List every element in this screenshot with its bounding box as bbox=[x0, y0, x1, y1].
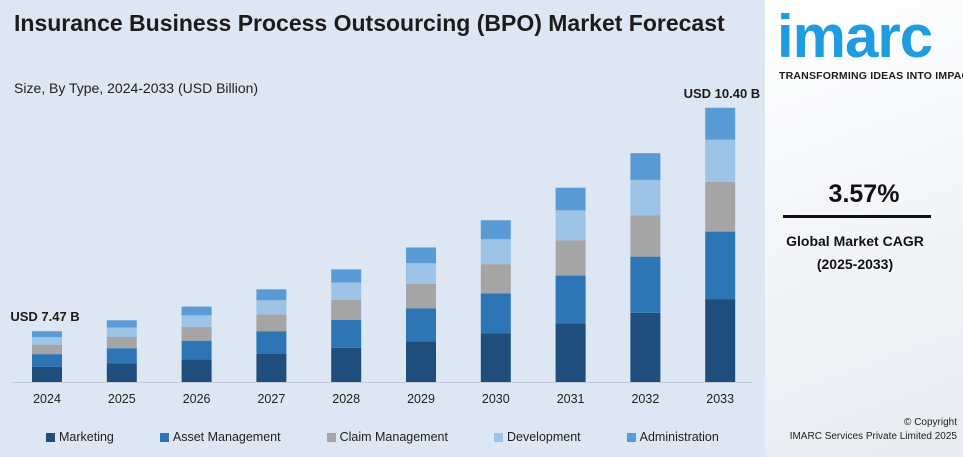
value-annotation: USD 7.47 B bbox=[10, 309, 79, 324]
legend-item: Claim Management bbox=[326, 430, 448, 444]
x-tick-label: 2024 bbox=[33, 392, 61, 406]
cagr-label: Global Market CAGR (2025-2033) bbox=[765, 230, 945, 276]
legend-label: Claim Management bbox=[339, 430, 448, 444]
legend-label: Asset Management bbox=[172, 430, 281, 444]
bar-segment bbox=[181, 340, 212, 360]
bar-segment bbox=[32, 366, 62, 382]
chart-legend: Marketing Asset Management Claim Managemen… bbox=[46, 430, 765, 444]
bar-segment bbox=[32, 344, 62, 355]
x-tick-label: 2031 bbox=[557, 392, 585, 406]
brand-panel: imarc TRANSFORMING IDEAS INTO IMPACT 3.5… bbox=[765, 0, 963, 457]
bar-segment bbox=[480, 220, 511, 240]
legend-swatch bbox=[626, 432, 636, 442]
bar-segment bbox=[630, 179, 661, 216]
cagr-value: 3.57% bbox=[828, 180, 900, 208]
bar-segment bbox=[32, 331, 62, 338]
bar-segment bbox=[331, 269, 362, 283]
bar-segment bbox=[705, 299, 736, 382]
bar-segment bbox=[106, 327, 137, 338]
value-annotation: USD 10.40 B bbox=[684, 86, 761, 101]
cagr-label-line-1: Global Market CAGR bbox=[786, 233, 924, 249]
x-tick-label: 2029 bbox=[407, 392, 435, 406]
bar-segment bbox=[555, 187, 586, 211]
copyright: © Copyright IMARC Services Private Limit… bbox=[765, 416, 957, 444]
bar-segment bbox=[406, 341, 436, 382]
bar-segment bbox=[106, 320, 137, 328]
bar-segment bbox=[630, 215, 661, 257]
legend-swatch bbox=[493, 432, 503, 442]
chart-title: Insurance Business Process Outsourcing (… bbox=[14, 10, 725, 36]
cagr-divider bbox=[783, 215, 931, 218]
x-tick-label: 2025 bbox=[108, 392, 136, 406]
x-tick-label: 2032 bbox=[631, 392, 659, 406]
bar-segment bbox=[480, 333, 511, 382]
bar-segment bbox=[555, 210, 586, 241]
bar-segment bbox=[630, 153, 661, 180]
bar-segment bbox=[256, 353, 287, 382]
x-tick-label: 2030 bbox=[482, 392, 510, 406]
bar-segment bbox=[181, 326, 212, 341]
bar-segment bbox=[555, 275, 586, 324]
legend-item: Administration bbox=[626, 430, 719, 444]
bar-segment bbox=[181, 359, 212, 382]
bar-segment bbox=[256, 331, 287, 354]
x-tick-label: 2033 bbox=[706, 392, 734, 406]
bar-segment bbox=[32, 337, 62, 345]
bar-segment bbox=[406, 283, 436, 309]
bar-segment bbox=[331, 282, 362, 300]
bar-segment bbox=[480, 239, 511, 265]
bar-segment bbox=[630, 256, 661, 313]
legend-item: Asset Management bbox=[159, 430, 281, 444]
bar-segment bbox=[106, 337, 137, 349]
bar-segment bbox=[32, 354, 62, 367]
legend-swatch bbox=[46, 432, 55, 442]
bar-chart: 2024 2025 2026 2027 2028 2029 2030 2031 2032 2033… bbox=[10, 86, 761, 406]
chart-subtitle: Size, By Type, 2024-2033 (USD Billion) bbox=[14, 80, 259, 96]
legend-item: Development bbox=[493, 430, 581, 444]
legend-item: Marketing bbox=[46, 430, 114, 444]
bar-segment bbox=[331, 347, 362, 382]
cagr-label-line-2: (2025-2033) bbox=[816, 256, 894, 272]
x-tick-label: 2026 bbox=[183, 392, 211, 406]
legend-label: Administration bbox=[639, 430, 719, 444]
bar-segment bbox=[555, 240, 586, 276]
legend-label: Marketing bbox=[59, 430, 114, 444]
bar-segment bbox=[555, 323, 586, 382]
bar-segment bbox=[256, 300, 287, 315]
legend-label: Development bbox=[506, 430, 581, 444]
bar-segment bbox=[705, 139, 736, 182]
legend-swatch bbox=[326, 432, 336, 442]
bar-segment bbox=[331, 299, 362, 321]
bar-segment bbox=[705, 231, 736, 300]
chart-panel: Insurance Business Process Outsourcing (… bbox=[0, 0, 765, 457]
bar-segment bbox=[256, 289, 287, 301]
bar-segment bbox=[106, 348, 137, 364]
bar-segment bbox=[181, 306, 212, 316]
bar-segment bbox=[106, 363, 137, 382]
bar-segment bbox=[630, 312, 661, 382]
logo-tagline: TRANSFORMING IDEAS INTO IMPACT bbox=[779, 70, 963, 82]
bar-segment bbox=[480, 264, 511, 294]
bar-segment bbox=[256, 314, 287, 332]
legend-swatch bbox=[159, 432, 169, 442]
bar-segment bbox=[480, 293, 511, 334]
copyright-line-1: © Copyright bbox=[904, 417, 957, 428]
bar-segment bbox=[181, 315, 212, 327]
bar-segment bbox=[331, 320, 362, 348]
bar-segment bbox=[406, 308, 436, 342]
bar-segment bbox=[406, 247, 436, 264]
bar-segment bbox=[406, 263, 436, 284]
x-tick-label: 2028 bbox=[332, 392, 360, 406]
imarc-logo: imarc bbox=[777, 3, 933, 70]
x-tick-label: 2027 bbox=[257, 392, 285, 406]
bar-segment bbox=[705, 181, 736, 232]
bar-segment bbox=[705, 107, 736, 140]
copyright-line-2: IMARC Services Private Limited 2025 bbox=[789, 431, 957, 442]
